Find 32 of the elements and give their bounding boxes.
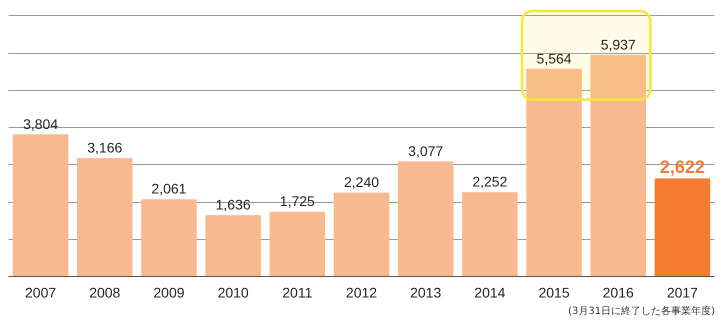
data-label: 2,252 <box>472 174 508 190</box>
bar <box>76 158 133 276</box>
x-tick-label: 2015 <box>538 284 570 300</box>
x-tick-label: 2010 <box>218 284 249 300</box>
x-tick-label: 2011 <box>282 284 313 300</box>
data-label: 3,804 <box>23 116 58 132</box>
data-label: 5,937 <box>600 36 636 52</box>
bar <box>334 192 390 276</box>
x-tick-label: 2017 <box>666 284 698 300</box>
data-label: 5,564 <box>536 50 572 66</box>
text: (3月31日に終了した各事業年度) <box>568 305 715 319</box>
x-tick-label: 2016 <box>602 284 634 300</box>
data-label: 2,622 <box>660 156 705 177</box>
bar <box>462 192 518 276</box>
x-tick-label: 2009 <box>153 284 185 300</box>
bar <box>12 134 68 276</box>
x-tick-label: 2007 <box>25 284 56 300</box>
data-label: 3,077 <box>408 142 444 159</box>
bar <box>398 161 454 276</box>
bar <box>205 215 261 276</box>
x-tick-label: 2008 <box>89 284 121 300</box>
data-label: 3,166 <box>87 140 123 156</box>
bar <box>654 178 710 276</box>
x-tick-label: 2012 <box>346 284 378 300</box>
bar <box>141 199 197 276</box>
data-label: 1,725 <box>280 193 316 210</box>
bar <box>270 212 326 276</box>
data-label: 1,636 <box>216 196 251 213</box>
x-tick-label: 2013 <box>410 284 442 300</box>
x-tick-label: 2014 <box>474 284 506 300</box>
data-label: 2,061 <box>151 180 187 197</box>
data-label: 2,240 <box>344 174 380 190</box>
